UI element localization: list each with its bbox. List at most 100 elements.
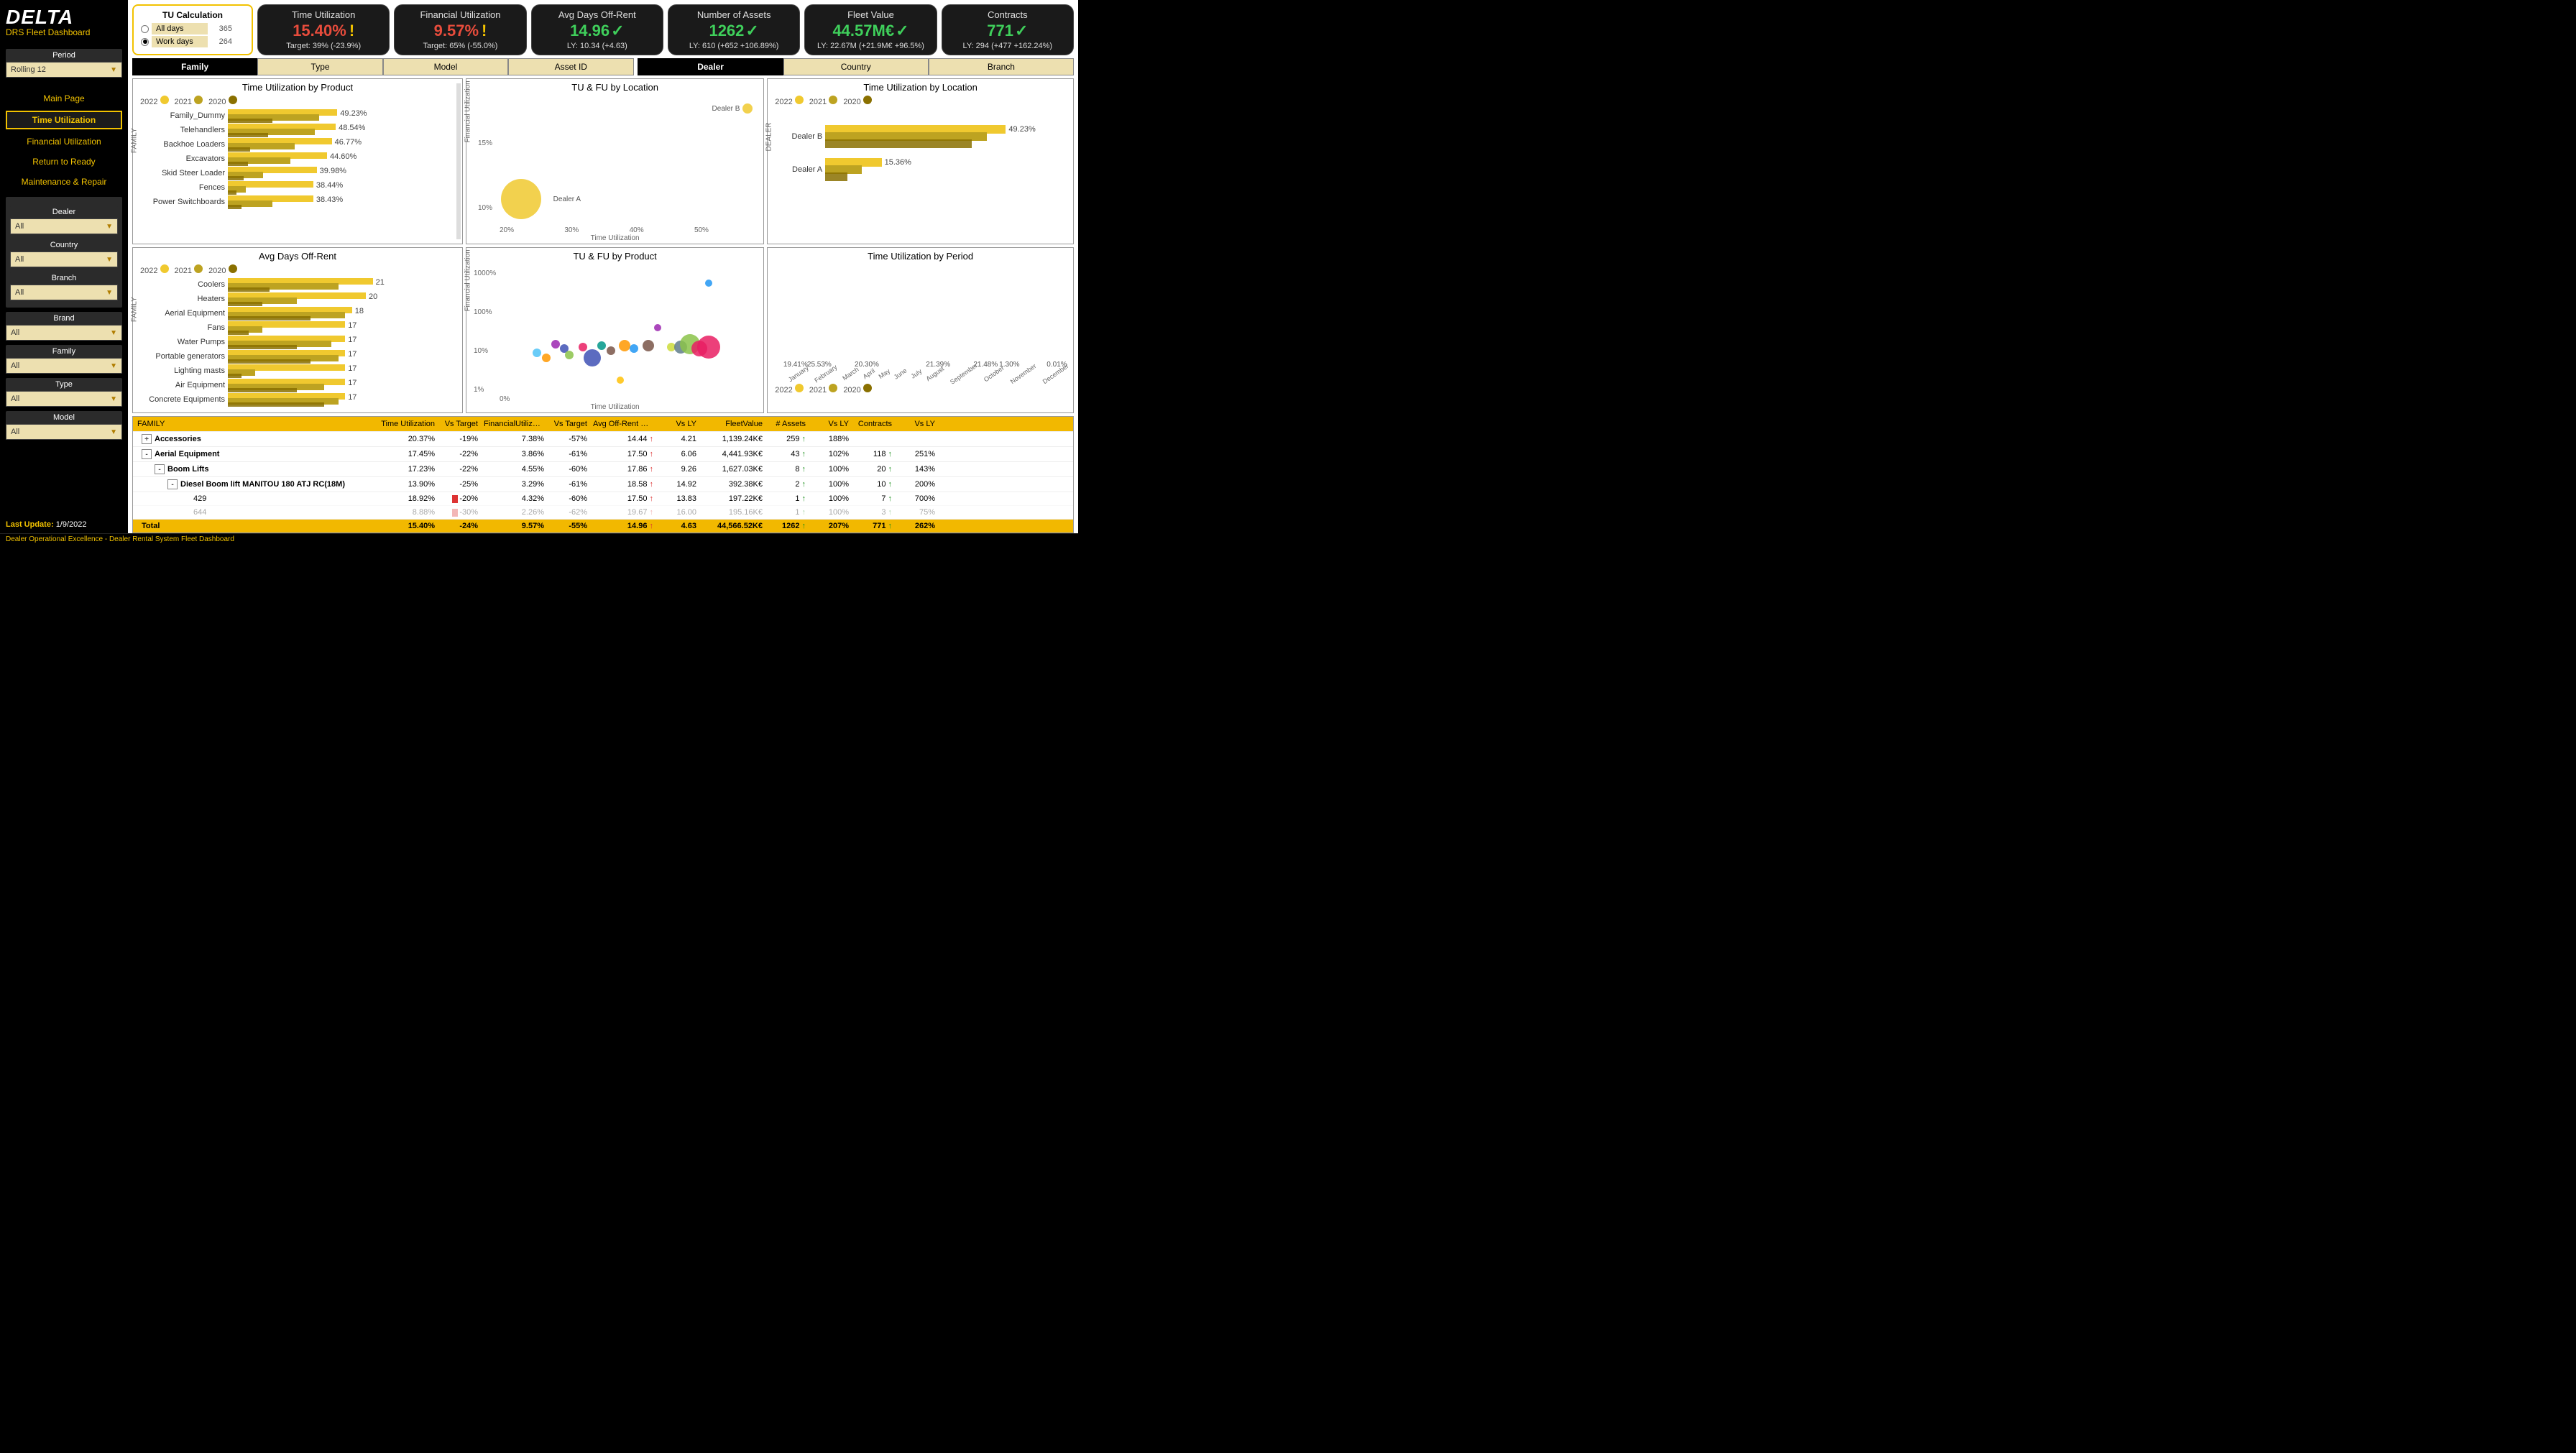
tu-calc-title: TU Calculation [141, 10, 244, 20]
bubble-point[interactable] [697, 336, 720, 359]
legend-item[interactable]: 2020 [208, 96, 237, 106]
nav-item-maintenance-repair[interactable]: Maintenance & Repair [6, 174, 122, 190]
expand-icon[interactable]: - [142, 449, 152, 459]
tab-country[interactable]: Country [783, 58, 929, 75]
charts-grid: Time Utilization by Product 2022 2021 20… [132, 78, 1074, 413]
bubble-point[interactable] [619, 340, 630, 351]
bubble-point[interactable] [542, 354, 551, 362]
bubble-point[interactable] [551, 340, 560, 349]
sidebar-filters-extra: BrandAll▼FamilyAll▼TypeAll▼ModelAll▼ [6, 308, 122, 440]
bar-row: Dealer A15.36% [782, 158, 1064, 181]
nav-item-financial-utilization[interactable]: Financial Utilization [6, 134, 122, 149]
legend-item[interactable]: 2021 [809, 96, 838, 106]
bubble-point[interactable] [654, 324, 661, 331]
legend-item[interactable]: 2020 [208, 264, 237, 275]
tab-asset-id[interactable]: Asset ID [508, 58, 633, 75]
bubble-point[interactable] [742, 103, 753, 114]
bar-row: Concrete Equipments17 [147, 393, 458, 406]
arrow-up-icon: ↑ [888, 522, 893, 530]
bubble-point[interactable] [579, 343, 587, 351]
legend-item[interactable]: 2020 [843, 96, 872, 106]
table-header-cell[interactable]: Vs LY [895, 420, 938, 428]
table-row[interactable]: -Diesel Boom lift MANITOU 180 ATJ RC(18M… [133, 476, 1073, 492]
filter-select-brand[interactable]: All▼ [6, 325, 122, 341]
table-header-cell[interactable]: FinancialUtilization [481, 420, 547, 428]
scrollbar[interactable] [456, 83, 461, 239]
table-row[interactable]: -Aerial Equipment17.45%-22%3.86%-61%17.5… [133, 446, 1073, 461]
filter-label-branch: Branch [10, 272, 118, 285]
tab-dealer[interactable]: Dealer [638, 58, 783, 75]
tu-calc-option[interactable]: Work days264 [141, 36, 244, 47]
legend-item[interactable]: 2022 [775, 96, 804, 106]
table-header-cell[interactable]: Avg Off-Rent Days [590, 420, 656, 428]
table-header-cell[interactable]: FAMILY [134, 420, 377, 428]
scatter-location: 10%15%Dealer ADealer B [500, 96, 755, 225]
chevron-down-icon: ▼ [110, 329, 117, 337]
expand-icon[interactable]: - [167, 479, 178, 489]
bar-row: Dealer B49.23% [782, 125, 1064, 148]
last-update: Last Update: 1/9/2022 [6, 516, 122, 530]
bubble-point[interactable] [584, 349, 601, 366]
kpi-fleet-value: Fleet Value44.57M€✓LY: 22.67M (+21.9M€ +… [804, 4, 937, 55]
bubble-point[interactable] [597, 341, 606, 350]
table-header-cell[interactable]: Time Utilization [377, 420, 438, 428]
tab-type[interactable]: Type [257, 58, 382, 75]
table-row[interactable]: -Boom Lifts17.23%-22%4.55%-60%17.86 ↑9.2… [133, 461, 1073, 476]
table-header-cell[interactable]: FleetValue [699, 420, 765, 428]
nav-item-main-page[interactable]: Main Page [6, 91, 122, 106]
legend-item[interactable]: 2021 [175, 96, 203, 106]
table-header-cell[interactable]: Contracts [852, 420, 895, 428]
bar-row: Backhoe Loaders46.77% [147, 138, 458, 151]
expand-icon[interactable]: + [142, 434, 152, 444]
arrow-up-icon: ↑ [888, 465, 893, 474]
bubble-point[interactable] [565, 351, 574, 359]
nav-item-return-to-ready[interactable]: Return to Ready [6, 154, 122, 170]
legend-item[interactable]: 2021 [809, 384, 838, 395]
panel-avg-days-off: Avg Days Off-Rent 2022 2021 2020 FAMILY … [132, 247, 463, 413]
arrow-up-icon: ↑ [802, 494, 806, 503]
legend-item[interactable]: 2020 [843, 384, 872, 395]
period-select[interactable]: Rolling 12 ▼ [6, 62, 122, 78]
bubble-point[interactable] [533, 349, 541, 357]
period-value: Rolling 12 [11, 65, 46, 74]
kpi-avg-days-off-rent: Avg Days Off-Rent14.96✓LY: 10.34 (+4.63) [531, 4, 663, 55]
filter-select-country[interactable]: All▼ [10, 252, 118, 267]
bubble-point[interactable] [607, 346, 615, 355]
table-header-cell[interactable]: Vs LY [809, 420, 852, 428]
filter-select-dealer[interactable]: All▼ [10, 218, 118, 234]
nav-item-time-utilization[interactable]: Time Utilization [6, 111, 122, 129]
bar-row: Telehandlers48.54% [147, 124, 458, 137]
chevron-down-icon: ▼ [106, 289, 113, 297]
filter-select-type[interactable]: All▼ [6, 391, 122, 407]
legend-item[interactable]: 2022 [140, 96, 169, 106]
column-chart: 19.41%25.53%20.30%21.39%21.48%1.30%0.01% [772, 263, 1069, 371]
bar-row: Power Switchboards38.43% [147, 195, 458, 208]
bar-row: Fences38.44% [147, 181, 458, 194]
filter-select-family[interactable]: All▼ [6, 358, 122, 374]
table-row[interactable]: 42918.92%-20%4.32%-60%17.50 ↑13.83197.22… [133, 492, 1073, 505]
table-header-cell[interactable]: Vs LY [656, 420, 699, 428]
bubble-point[interactable] [705, 280, 712, 287]
table-row[interactable]: 6448.88%-30%2.26%-62%19.67 ↑16.00195.16K… [133, 505, 1073, 519]
filter-select-branch[interactable]: All▼ [10, 285, 118, 300]
filter-select-model[interactable]: All▼ [6, 424, 122, 440]
legend-item[interactable]: 2022 [775, 384, 804, 395]
arrow-up-icon: ↑ [650, 450, 654, 458]
legend-item[interactable]: 2021 [175, 264, 203, 275]
expand-icon[interactable]: - [155, 464, 165, 474]
legend-item[interactable]: 2022 [140, 264, 169, 275]
table-header-cell[interactable]: # Assets [765, 420, 809, 428]
bubble-point[interactable] [630, 344, 638, 353]
bubble-point[interactable] [643, 340, 654, 351]
tab-family[interactable]: Family [132, 58, 257, 75]
table-row[interactable]: +Accessories20.37%-19%7.38%-57%14.44 ↑4.… [133, 431, 1073, 446]
tu-calc-option[interactable]: All days365 [141, 23, 244, 34]
bubble-point[interactable] [617, 377, 624, 384]
tab-branch[interactable]: Branch [929, 58, 1074, 75]
filter-label-type: Type [6, 378, 122, 391]
panel-tu-by-location: Time Utilization by Location 2022 2021 2… [767, 78, 1074, 244]
table-header-cell[interactable]: Vs Target [438, 420, 481, 428]
table-header-cell[interactable]: Vs Target [547, 420, 590, 428]
tab-model[interactable]: Model [383, 58, 508, 75]
bubble-point[interactable] [501, 179, 541, 219]
